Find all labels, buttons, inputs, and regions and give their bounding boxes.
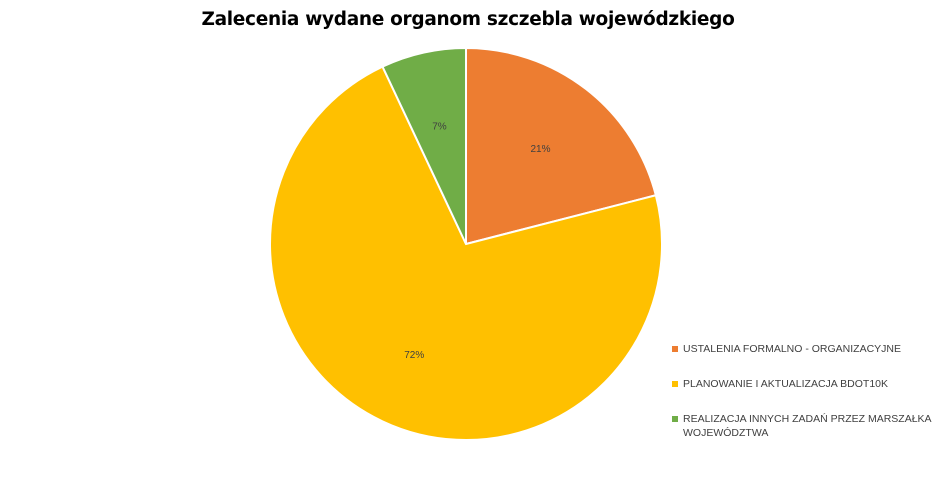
legend-swatch [672, 346, 678, 352]
legend-label: PLANOWANIE I AKTUALIZACJA BDOT10K [683, 378, 889, 390]
legend-swatch [672, 381, 678, 387]
slice-formal [465, 46, 658, 246]
legend-label: REALIZACJA INNYCH ZADAŃ PRZEZ MARSZAŁKA … [683, 413, 931, 439]
pie-slices [269, 46, 663, 441]
legend-item-formal: USTALENIA FORMALNO - ORGANIZACYJNE [672, 342, 936, 356]
pie-data-labels: 21% 72% 7% [404, 121, 550, 361]
legend: USTALENIA FORMALNO - ORGANIZACYJNE PLANO… [672, 342, 936, 461]
chart-title: Zalecenia wydane organom szczebla wojewó… [201, 9, 735, 30]
data-label: 21% [530, 144, 550, 155]
legend-swatch [672, 416, 678, 422]
slice-other-tasks [381, 46, 467, 245]
legend-item-other-tasks: REALIZACJA INNYCH ZADAŃ PRZEZ MARSZAŁKA … [672, 412, 936, 440]
legend-item-planning: PLANOWANIE I AKTUALIZACJA BDOT10K [672, 377, 936, 391]
data-label: 72% [404, 350, 424, 361]
slice-planning [269, 65, 663, 441]
data-label: 7% [432, 121, 447, 132]
legend-label: USTALENIA FORMALNO - ORGANIZACYJNE [683, 343, 902, 355]
